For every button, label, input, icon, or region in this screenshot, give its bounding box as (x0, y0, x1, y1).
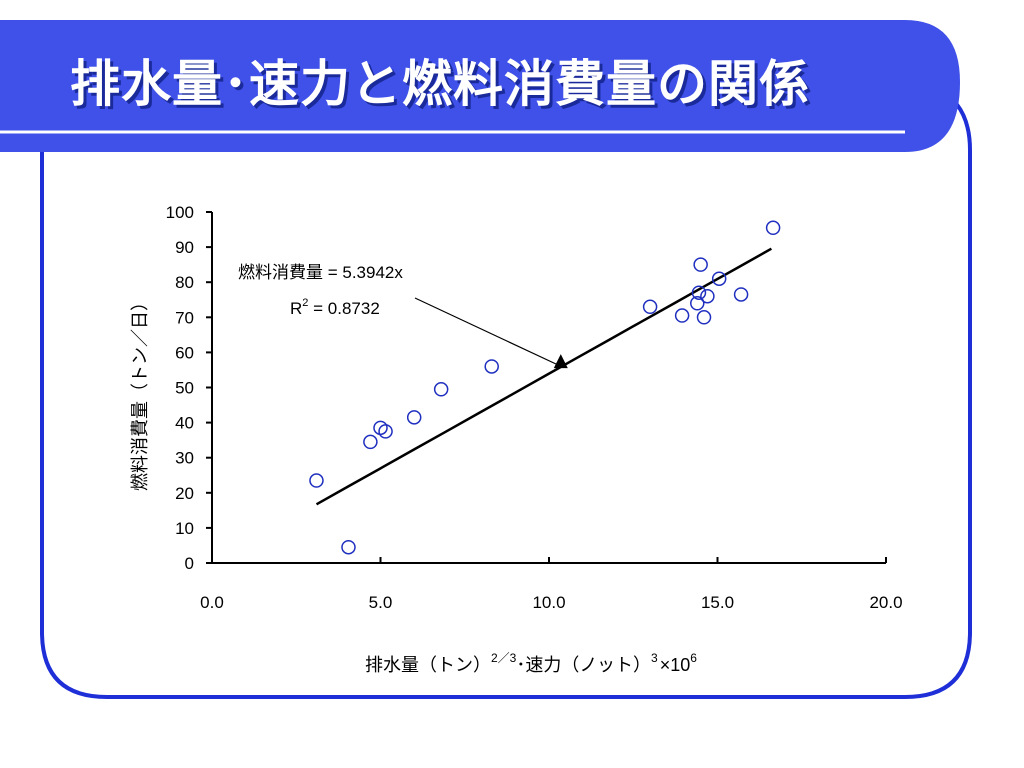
y-tick-label: 30 (175, 449, 194, 468)
x-axis-title-sup1: 2／3 (491, 651, 517, 665)
title-banner (0, 20, 960, 152)
x-tick-label: 0.0 (200, 593, 224, 612)
data-point (406, 410, 422, 425)
y-tick-label: 20 (175, 484, 194, 503)
data-point (765, 220, 781, 236)
chart-axes (206, 211, 887, 564)
y-tick-label: 100 (166, 203, 194, 222)
x-axis-title: 排水量（トン）2／3･速力（ノット）3 ×106 (365, 651, 697, 675)
r-squared-value: = 0.8732 (308, 299, 379, 318)
y-tick-labels: 0 10 20 30 40 50 60 70 80 90 100 (166, 203, 194, 573)
data-point (711, 271, 727, 286)
x-tick-label: 20.0 (869, 593, 902, 612)
r-squared-r: R (290, 299, 302, 318)
data-point (309, 473, 324, 488)
data-point (691, 285, 707, 300)
data-point (363, 434, 378, 450)
r-squared-sup: 2 (302, 297, 308, 309)
data-point (733, 287, 749, 302)
trendline-triangle-marker (553, 354, 568, 369)
y-tick-label: 10 (175, 519, 194, 538)
trendline (315, 247, 773, 506)
data-point (378, 424, 393, 439)
annotation-leader-line (414, 297, 557, 365)
data-point (484, 359, 499, 374)
x-axis-title-part3: ×10 (660, 655, 691, 675)
x-tick-labels: 0.0 5.0 10.0 15.0 20.0 (200, 593, 902, 612)
data-point (690, 296, 705, 311)
x-tick-label: 5.0 (369, 593, 393, 612)
x-axis-title-sup2: 3 (651, 651, 658, 665)
data-point (433, 382, 449, 397)
y-tick-label: 70 (175, 308, 194, 327)
y-tick-label: 0 (185, 554, 194, 573)
content-frame (40, 86, 972, 699)
r-squared-label: R2 = 0.8732 (290, 297, 380, 318)
data-point (696, 310, 712, 325)
y-tick-label: 90 (175, 238, 194, 257)
data-point (341, 539, 356, 555)
data-point (674, 308, 690, 323)
y-tick-label: 80 (175, 273, 194, 292)
x-axis-title-sup3: 6 (690, 651, 697, 665)
data-point (642, 299, 658, 315)
y-tick-label: 50 (175, 379, 194, 398)
x-axis-title-part2: ･速力（ノット） (516, 655, 651, 675)
scatter-points (309, 220, 781, 555)
slide-title: 排水量･速力と燃料消費量の関係 (70, 55, 810, 113)
x-tick-label: 10.0 (532, 593, 565, 612)
x-tick-label: 15.0 (701, 593, 734, 612)
y-tick-label: 60 (175, 343, 194, 362)
y-tick-label: 40 (175, 414, 194, 433)
trendline-group (315, 247, 773, 506)
y-axis-title: 燃料消費量（トン／日） (130, 293, 150, 491)
x-axis-title-part1: 排水量（トン） (365, 655, 491, 675)
data-point (693, 257, 708, 272)
data-point (700, 288, 715, 304)
trendline-equation: 燃料消費量 = 5.3942x (238, 263, 403, 282)
